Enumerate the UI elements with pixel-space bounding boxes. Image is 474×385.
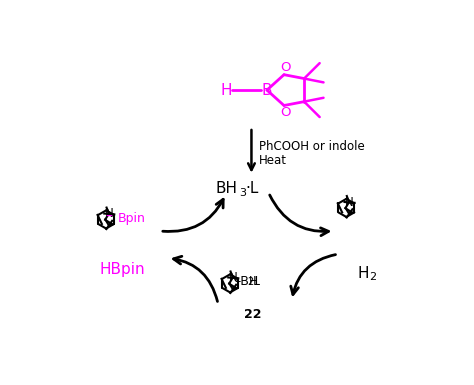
Text: H: H <box>220 83 232 97</box>
Text: Bpin: Bpin <box>117 212 145 225</box>
Text: N: N <box>345 196 354 209</box>
Text: N: N <box>104 207 113 220</box>
FancyArrowPatch shape <box>163 199 223 231</box>
Text: –: – <box>105 210 112 224</box>
Text: ·L: ·L <box>250 275 261 288</box>
Text: 3: 3 <box>239 188 246 198</box>
Text: H: H <box>357 266 369 281</box>
Text: –BH: –BH <box>235 275 259 288</box>
Text: 22: 22 <box>244 308 262 321</box>
Text: O: O <box>280 61 291 74</box>
Text: BH: BH <box>216 181 237 196</box>
Text: O: O <box>280 106 291 119</box>
Text: PhCOOH or indole: PhCOOH or indole <box>259 140 365 153</box>
FancyArrowPatch shape <box>173 256 218 301</box>
FancyArrowPatch shape <box>270 195 328 236</box>
Text: B: B <box>262 83 272 97</box>
Text: ·L: ·L <box>245 181 259 196</box>
FancyArrowPatch shape <box>291 254 336 295</box>
Text: Heat: Heat <box>259 154 287 167</box>
Text: 2: 2 <box>247 278 254 288</box>
Text: 2: 2 <box>369 272 376 282</box>
Text: HBpin: HBpin <box>100 262 146 277</box>
Text: N: N <box>228 271 237 284</box>
